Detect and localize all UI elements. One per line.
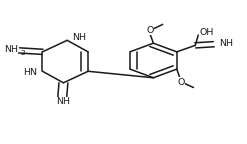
Text: O: O — [177, 78, 185, 87]
Text: HN: HN — [23, 68, 37, 77]
Text: NH: NH — [56, 97, 70, 106]
Text: NH: NH — [219, 39, 233, 48]
Text: NH: NH — [4, 45, 18, 54]
Text: O: O — [146, 26, 154, 35]
Text: NH: NH — [73, 33, 86, 42]
Text: 2: 2 — [20, 50, 25, 56]
Text: OH: OH — [199, 28, 214, 37]
